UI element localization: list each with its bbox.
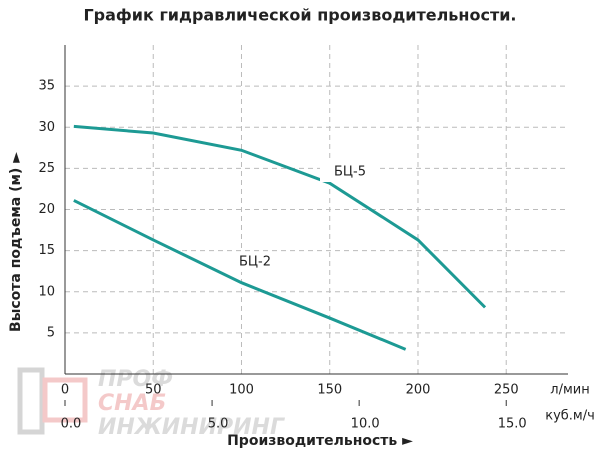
y-tick-label: 35 xyxy=(38,79,55,94)
y-tick-label: 30 xyxy=(38,120,55,135)
y-axis-label: Высота подъема (м) ► xyxy=(8,152,24,332)
series-label: БЦ-5 xyxy=(334,165,366,180)
y-tick-label: 20 xyxy=(38,202,55,217)
logo-shape xyxy=(42,377,88,423)
watermark-text: ПРОФ xyxy=(98,367,173,392)
series-label: БЦ-2 xyxy=(239,255,271,270)
watermark: ПРОФ СНАБ ИНЖИНИРИНГ xyxy=(17,367,285,440)
x-unit: л/мин xyxy=(550,383,589,398)
x2-tick-label: 10.0 xyxy=(351,417,380,432)
chart-title: График гидравлической производительности… xyxy=(83,6,516,25)
x2-unit: куб.м/ч xyxy=(545,409,595,424)
y-tick-label: 15 xyxy=(38,243,55,258)
x-tick-label: 200 xyxy=(406,383,431,398)
x2-tick-label: 5.0 xyxy=(208,417,229,432)
watermark-text: ИНЖИНИРИНГ xyxy=(98,415,285,440)
series-label-bg xyxy=(225,252,285,272)
y-tick-label: 10 xyxy=(38,284,55,299)
x-tick-label: 150 xyxy=(317,383,342,398)
x-tick-label: 100 xyxy=(229,383,254,398)
watermark-text: СНАБ xyxy=(98,391,166,416)
series-line xyxy=(73,199,407,351)
x-tick-label: 50 xyxy=(145,383,162,398)
x-tick-label: 0 xyxy=(61,383,69,398)
logo-shape xyxy=(17,367,45,435)
y-tick-label: 5 xyxy=(47,325,55,340)
series-line xyxy=(73,124,487,309)
x-axis-label: Производительность ► xyxy=(227,433,413,449)
x2-tick-label: 0.0 xyxy=(61,417,82,432)
y-tick-label: 25 xyxy=(38,161,55,176)
series-label-bg xyxy=(320,162,380,182)
x-tick-label: 250 xyxy=(494,383,519,398)
x2-tick-label: 15.0 xyxy=(498,417,527,432)
